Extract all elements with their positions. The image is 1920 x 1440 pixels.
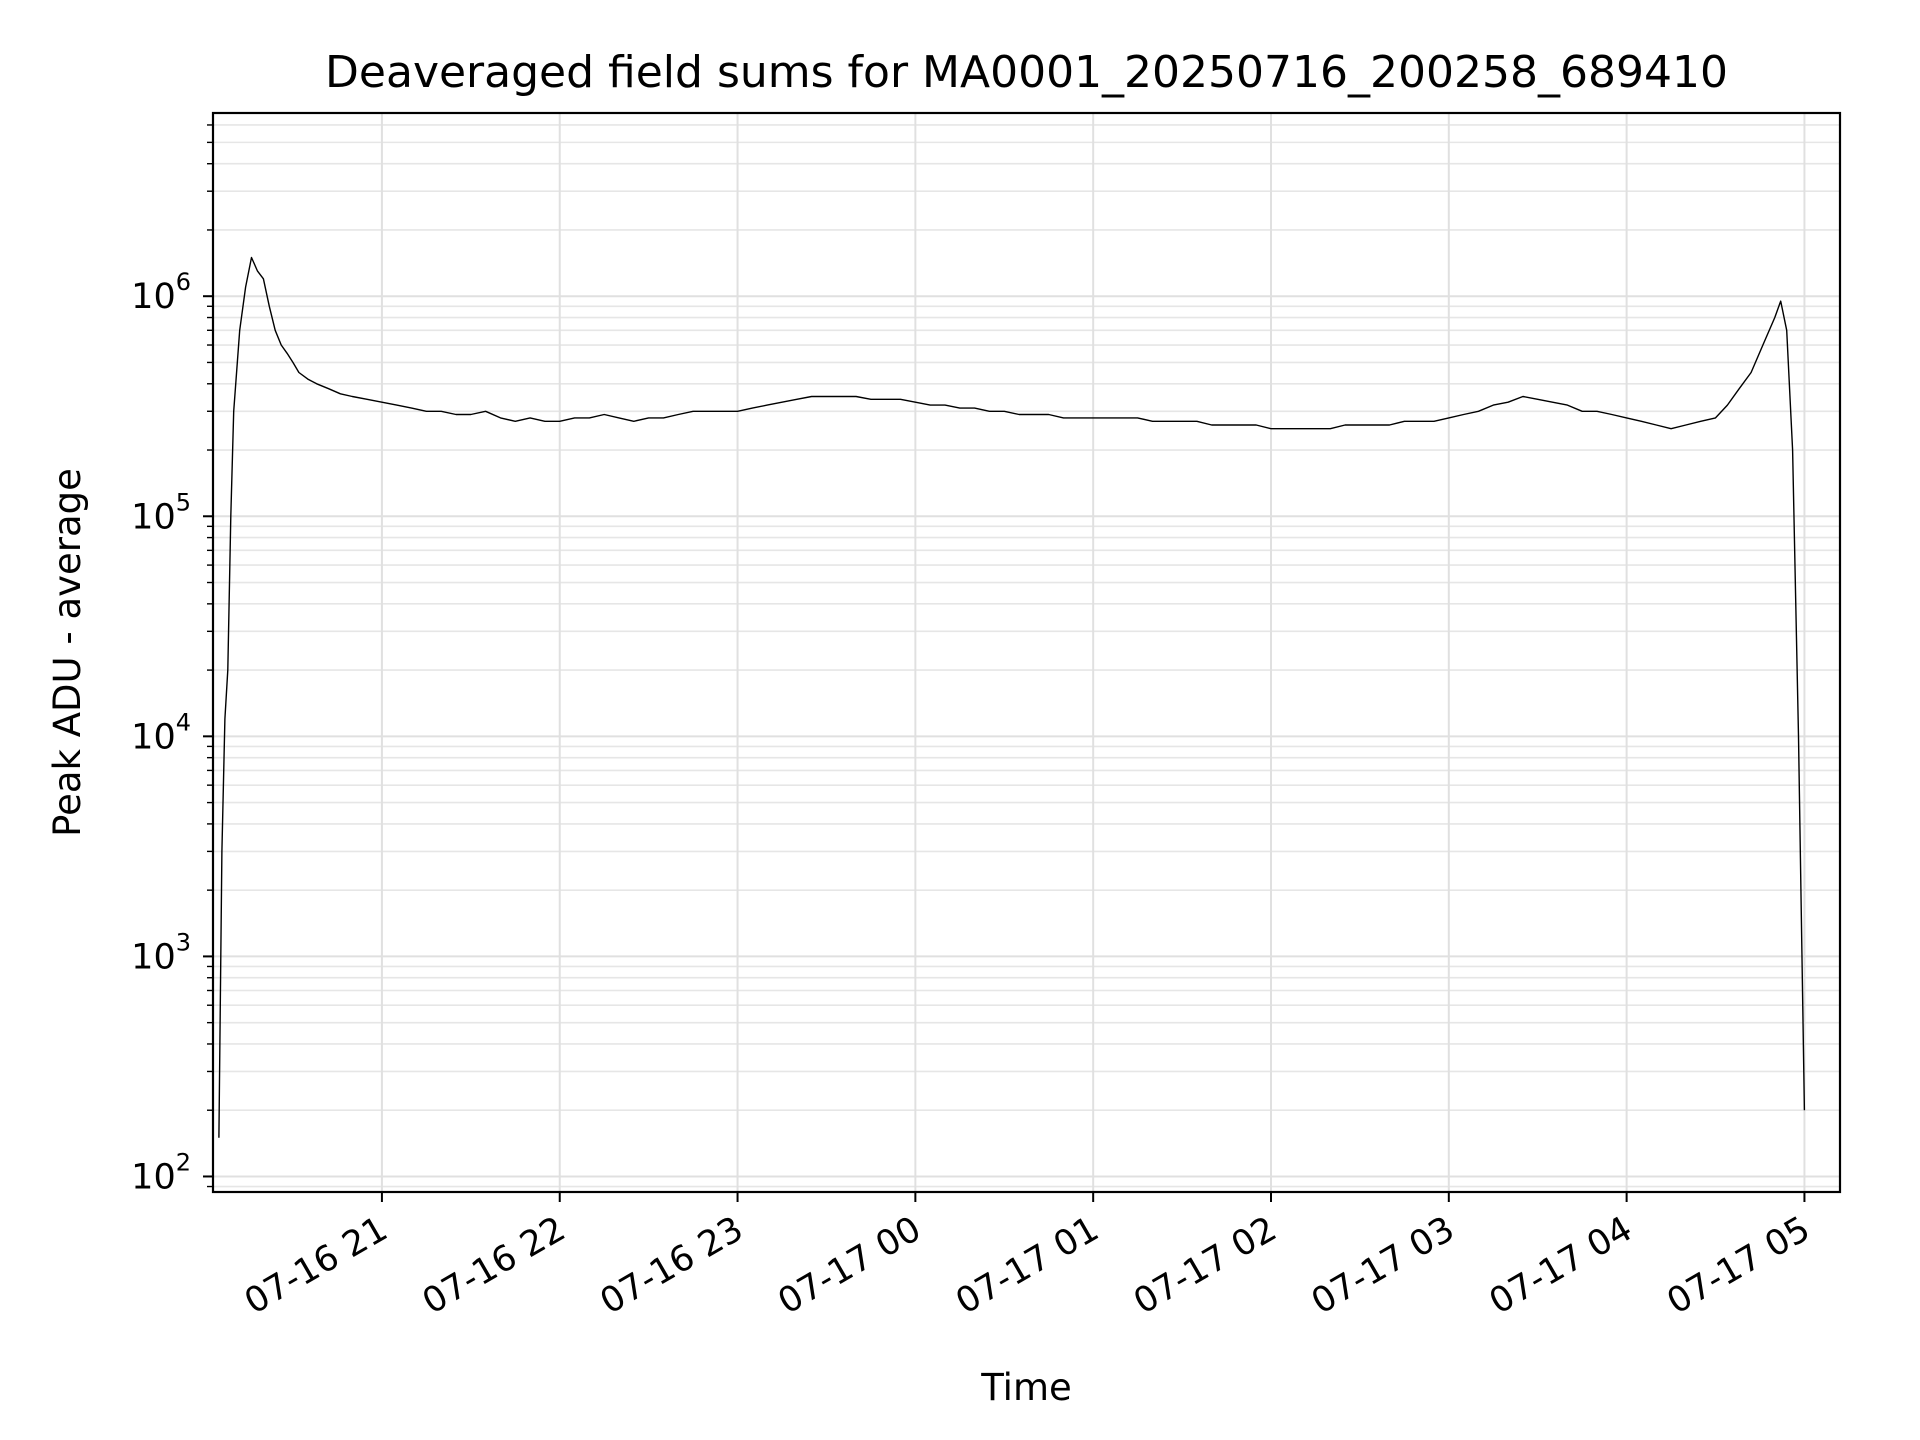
plot-frame	[211, 111, 1842, 1194]
y-tick-label: 106	[131, 268, 191, 317]
series-line	[218, 256, 1806, 1138]
y-tick-label: 102	[131, 1148, 191, 1197]
x-axis-label: Time	[980, 1366, 1072, 1409]
y-axis-label: Peak ADU - average	[46, 468, 89, 837]
y-tick-label: 103	[131, 928, 191, 977]
series-layer	[218, 256, 1806, 1138]
chart-title: Deaveraged field sums for MA0001_2025071…	[325, 47, 1728, 98]
y-tick-label: 104	[131, 708, 191, 757]
y-tick-label: 105	[131, 488, 191, 537]
grid	[213, 113, 1840, 1192]
